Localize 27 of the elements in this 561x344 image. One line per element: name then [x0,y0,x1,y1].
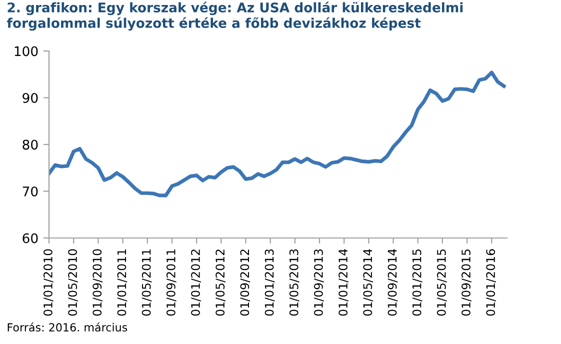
line-series [49,70,506,198]
x-tick-label: 01/01/2013 [264,249,275,316]
x-tick-label: 01/01/2012 [191,250,201,316]
y-tick-label: 80 [22,140,38,150]
x-tick-label: 01/09/2012 [240,250,250,316]
x-tick-label: 01/09/2014 [388,249,398,316]
x-tick-label: 01/09/2015 [462,249,472,316]
y-tick-label: 100 [14,46,38,56]
x-tick-label: 01/01/2016 [486,249,496,316]
x-tick-label: 01/05/2013 [289,249,300,316]
x-tick-label: 01/05/2010 [68,249,78,316]
x-tick-label: 01/05/2014 [363,249,374,316]
x-tick-label: 01/05/2012 [216,250,226,316]
x-tick-label: 01/09/2013 [314,249,324,316]
x-tick-label: 01/09/2011 [166,250,176,316]
x-tick-label: 01/05/2015 [436,249,447,316]
chart-title: 2. grafikon: Egy korszak vége: Az USA dollár külkereskedelmi forgalommal súlyozott értéke a főbb devizákhoz képest [6,2,463,31]
x-tick-label: 01/01/2010 [43,249,54,316]
text: Forrás: 2016. március [8,322,128,332]
x-tick-label: 01/01/2014 [338,249,348,316]
y-tick-label: 70 [22,186,38,196]
y-tick-label: 60 [22,233,38,244]
x-tick-label: 01/01/2015 [412,249,422,316]
x-tick-label: 01/01/2011 [117,250,128,316]
x-tick-label: 01/09/2010 [92,249,103,316]
x-tick-label: 01/05/2011 [142,250,152,316]
y-tick-label: 90 [22,92,38,103]
